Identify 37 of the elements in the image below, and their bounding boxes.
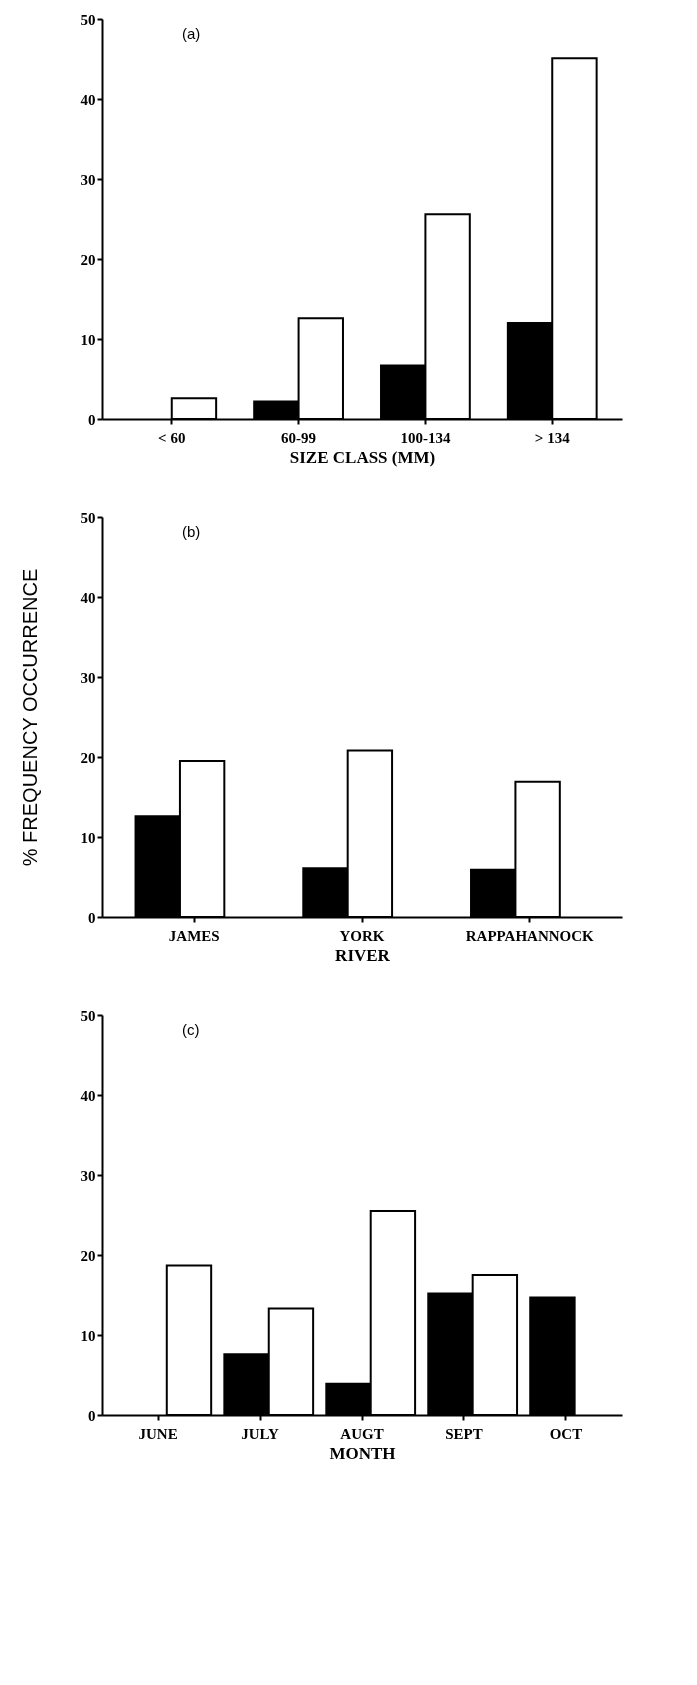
x-tick-label: JULY: [241, 1425, 280, 1442]
y-tick-label: 10: [80, 331, 96, 348]
y-tick-label: 20: [80, 1247, 96, 1264]
x-tick-label: 100-134: [400, 429, 451, 446]
annotation: (c): [182, 1021, 200, 1038]
x-tick-label: YORK: [339, 927, 385, 944]
annotation: (a): [182, 25, 201, 42]
x-tick-label: > 134: [534, 429, 571, 446]
x-axis-title: MONTH: [329, 1443, 396, 1463]
y-tick-label: 0: [88, 411, 96, 428]
x-tick-label: JUNE: [138, 1425, 178, 1442]
y-tick-label: 0: [88, 1407, 96, 1424]
x-axis-title: SIZE CLASS (MM): [289, 447, 436, 467]
y-tick-label: 40: [80, 1087, 96, 1104]
y-tick-label: 50: [80, 509, 96, 526]
x-tick-label: OCT: [549, 1425, 583, 1442]
y-tick-label: 10: [80, 1327, 96, 1344]
y-tick-label: 10: [80, 829, 96, 846]
x-tick-label: SEPT: [445, 1425, 483, 1442]
x-tick-label: < 60: [158, 429, 186, 446]
y-tick-label: 20: [80, 749, 96, 766]
y-tick-label: 40: [80, 91, 96, 108]
x-tick-label: AUGT: [340, 1425, 384, 1442]
y-tick-label: 30: [80, 669, 96, 686]
x-axis-title: RIVER: [335, 945, 391, 965]
x-tick-label: 60-99: [281, 429, 317, 446]
y-tick-label: 50: [80, 1007, 96, 1024]
y-tick-label: 50: [80, 11, 96, 28]
x-tick-label: RAPPAHANNOCK: [465, 927, 595, 944]
y-axis-title: % FREQUENCY OCCURRENCE: [18, 568, 41, 867]
y-tick-label: 0: [88, 909, 96, 926]
y-tick-label: 30: [80, 1167, 96, 1184]
x-tick-label: JAMES: [168, 927, 220, 944]
y-tick-label: 40: [80, 589, 96, 606]
y-tick-label: 30: [80, 171, 96, 188]
annotation: (b): [182, 523, 201, 540]
y-tick-label: 20: [80, 251, 96, 268]
